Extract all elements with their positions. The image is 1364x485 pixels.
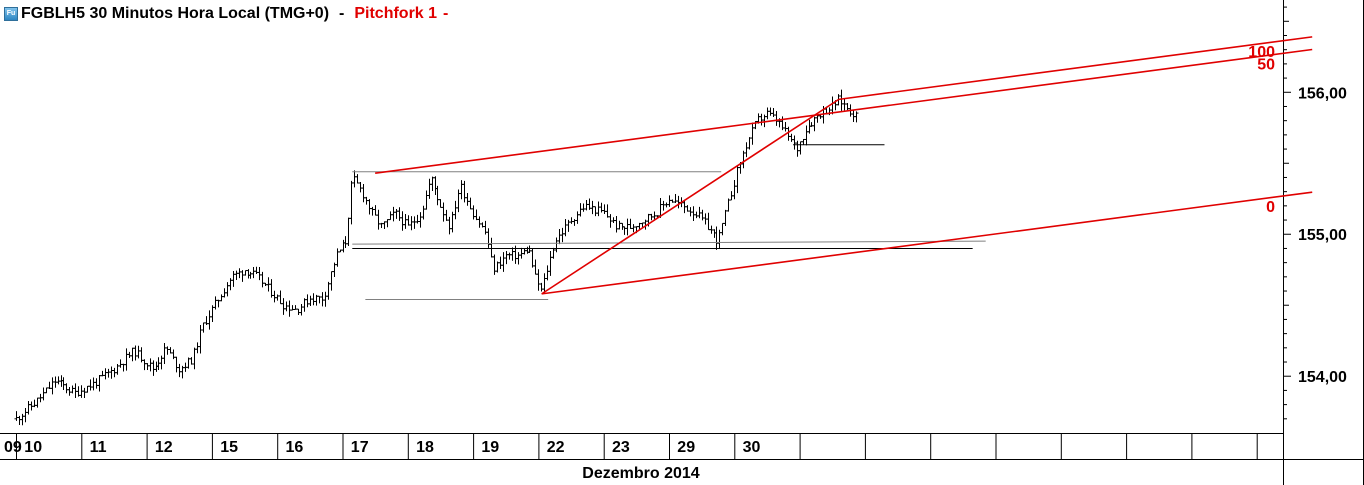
time-tick-label: 12 <box>155 439 173 456</box>
pitchfork-level-label: 100 <box>1248 44 1275 61</box>
instrument-title: FGBLH5 30 Minutos Hora Local (TMG+0) <box>21 5 330 22</box>
pitchfork-handle[interactable] <box>541 98 840 295</box>
chart-app-icon: Fu <box>4 7 18 21</box>
time-tick-label: 10 <box>24 439 42 456</box>
time-tick-label: 17 <box>351 439 369 456</box>
axis-labels: 09 10 11 12 15 16 17 18 19 22 23 29 30 Dezembro 2014 1… <box>4 44 1347 482</box>
price-tick-label: 155,00 <box>1298 227 1347 244</box>
time-tick-label: 22 <box>547 439 565 456</box>
price-tick-label: 154,00 <box>1298 369 1347 386</box>
pitchfork-median-line[interactable] <box>375 48 1313 174</box>
time-tick-label: 09 <box>4 439 22 456</box>
level-line <box>352 240 986 245</box>
time-tick-label: 16 <box>286 439 304 456</box>
pitchfork-level-label: 0 <box>1266 199 1275 216</box>
price-tick-label: 156,00 <box>1298 85 1347 102</box>
price-bars <box>14 89 859 426</box>
time-tick-label: 23 <box>612 439 630 456</box>
study-name[interactable]: Pitchfork 1 <box>354 5 438 22</box>
time-tick-label: 29 <box>677 439 695 456</box>
study-menu-icon[interactable]: - <box>443 5 449 22</box>
time-tick-label: 30 <box>743 439 761 456</box>
time-axis-month-label: Dezembro 2014 <box>582 465 699 482</box>
time-tick-label: 15 <box>220 439 238 456</box>
pitchfork-lower-tine[interactable] <box>541 191 1313 295</box>
title-separator: - <box>339 5 345 22</box>
support-resistance-lines <box>352 144 986 301</box>
pitchfork-drawing[interactable] <box>375 36 1313 295</box>
pitchfork-level-label: 50 <box>1257 57 1275 74</box>
chart-title: Fu FGBLH5 30 Minutos Hora Local (TMG+0) … <box>4 4 448 24</box>
time-tick-label: 19 <box>481 439 499 456</box>
time-tick-label: 18 <box>416 439 434 456</box>
time-tick-label: 11 <box>90 439 107 456</box>
pitchfork-upper-tine[interactable] <box>838 36 1313 101</box>
